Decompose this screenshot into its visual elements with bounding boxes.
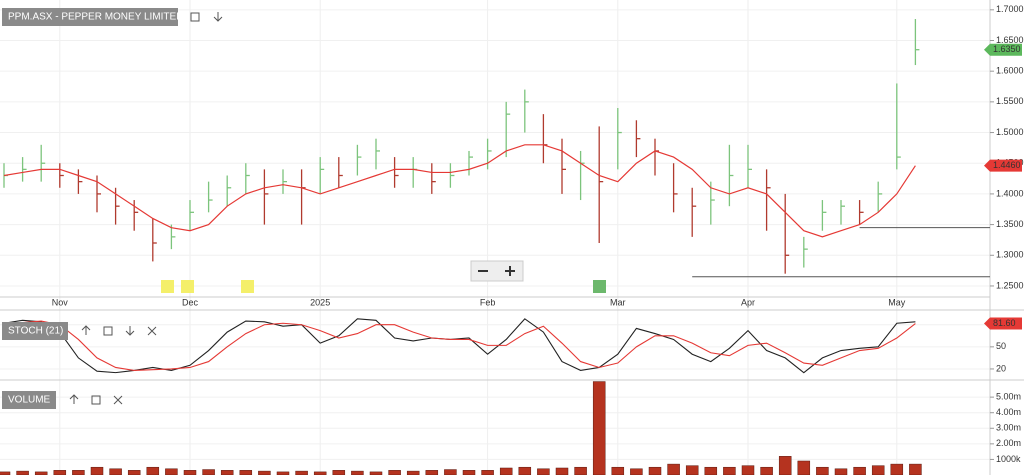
panel-title: STOCH (21)	[8, 326, 63, 337]
volume-bar	[611, 466, 625, 475]
volume-bar	[72, 470, 85, 475]
y-tick-label: 1.5000	[996, 127, 1024, 137]
volume-bar	[165, 468, 178, 475]
volume-bar	[406, 470, 420, 475]
volume-bar	[537, 468, 550, 475]
volume-bar	[592, 381, 606, 475]
volume-bar	[183, 470, 197, 475]
volume-bar	[797, 460, 811, 475]
volume-bar	[890, 463, 904, 475]
value-tag	[984, 159, 1022, 172]
volume-bar	[239, 470, 253, 475]
volume-bar	[481, 470, 494, 475]
volume-bar	[0, 471, 11, 475]
toolbar[interactable]	[190, 12, 223, 22]
x-tick-label: Mar	[610, 297, 626, 307]
volume-bar	[853, 466, 866, 475]
volume-bar	[53, 470, 67, 475]
title-box	[2, 8, 178, 26]
chart-title: PPM.ASX - PEPPER MONEY LIMITED	[8, 12, 183, 23]
y-tick-label: 1.6500	[996, 35, 1024, 45]
volume-bar	[146, 466, 160, 475]
panel-title: VOLUME	[8, 395, 51, 406]
volume-bar	[816, 466, 829, 475]
volume-bar	[518, 466, 532, 475]
volume-bar	[499, 467, 513, 475]
volume-bar	[574, 466, 587, 475]
volume-bar	[630, 468, 643, 475]
title-box	[2, 391, 56, 409]
y-tick-label: 20	[996, 363, 1006, 373]
volume-bar	[909, 463, 922, 475]
toolbar[interactable]	[81, 325, 157, 336]
y-tick-label: 1.5500	[996, 96, 1024, 106]
volume-bar	[741, 465, 755, 475]
y-tick-label: 4.00m	[996, 407, 1021, 417]
value-tag	[984, 43, 1022, 56]
volume-bar	[369, 471, 383, 475]
stoch-line	[3, 318, 916, 374]
y-tick-label: 1.6000	[996, 66, 1024, 76]
moving-average	[3, 144, 916, 238]
x-tick-label: Dec	[182, 297, 199, 307]
volume-bar	[760, 466, 773, 475]
volume-bar	[723, 466, 736, 475]
volume-bar	[34, 471, 48, 475]
y-tick-label: 1.3500	[996, 219, 1024, 229]
value-tag	[984, 317, 1022, 330]
marks: Nov Dec 2025 Feb Mar Apr May 1.2500 1.3000 1.3500…	[0, 4, 1024, 475]
x-tick-label: Feb	[480, 297, 496, 307]
event-icons[interactable]	[161, 280, 606, 293]
volume-bar	[220, 470, 234, 475]
volume-bar	[444, 469, 457, 475]
volume-bar	[313, 471, 327, 475]
value-tag-label: 1.6350	[993, 44, 1021, 54]
volume-bar	[834, 468, 848, 475]
y-tick-label: 1.2500	[996, 280, 1024, 290]
title-box	[2, 322, 68, 340]
x-tick-label: 2025	[310, 297, 330, 307]
volume-bar	[295, 470, 308, 475]
volume-bar	[462, 470, 476, 475]
toolbar[interactable]	[69, 394, 123, 405]
value-tag-label: 1.4460	[993, 160, 1021, 170]
y-tick-label: 3.00m	[996, 423, 1021, 433]
y-tick-label: 2.00m	[996, 438, 1021, 448]
volume-bar	[276, 471, 290, 475]
volume-bar	[685, 465, 699, 475]
y-tick-label: 1.4000	[996, 188, 1024, 198]
volume-bar	[667, 463, 680, 475]
volume-bar	[16, 470, 29, 475]
volume-bar	[258, 470, 271, 475]
value-tag-label: 81.60	[993, 318, 1016, 328]
volume-bar	[351, 470, 364, 475]
volume-bar	[90, 466, 104, 475]
y-tick-label: 1.3000	[996, 250, 1024, 260]
volume-bar	[555, 467, 569, 475]
volume-bar	[778, 456, 792, 475]
y-tick-label: 1000k	[996, 454, 1021, 464]
x-tick-label: Apr	[741, 297, 755, 307]
volume-bar	[388, 470, 401, 475]
x-tick-label: Nov	[52, 297, 69, 307]
volume-bar	[871, 465, 885, 475]
volume-bar	[704, 466, 718, 475]
volume-bar	[127, 470, 141, 475]
volume-bar	[202, 469, 215, 475]
volume-bar	[648, 466, 662, 475]
grid	[0, 0, 990, 475]
volume-bar	[109, 468, 122, 475]
stoch-line	[3, 320, 916, 371]
y-tick-label: 1.7000	[996, 4, 1024, 14]
volume-bar	[332, 470, 346, 475]
zoom-control[interactable]	[470, 260, 524, 282]
y-tick-label: 5.00m	[996, 392, 1021, 402]
y-tick-label: 50	[996, 341, 1006, 351]
x-tick-label: May	[888, 297, 906, 307]
volume-bar	[425, 470, 439, 475]
